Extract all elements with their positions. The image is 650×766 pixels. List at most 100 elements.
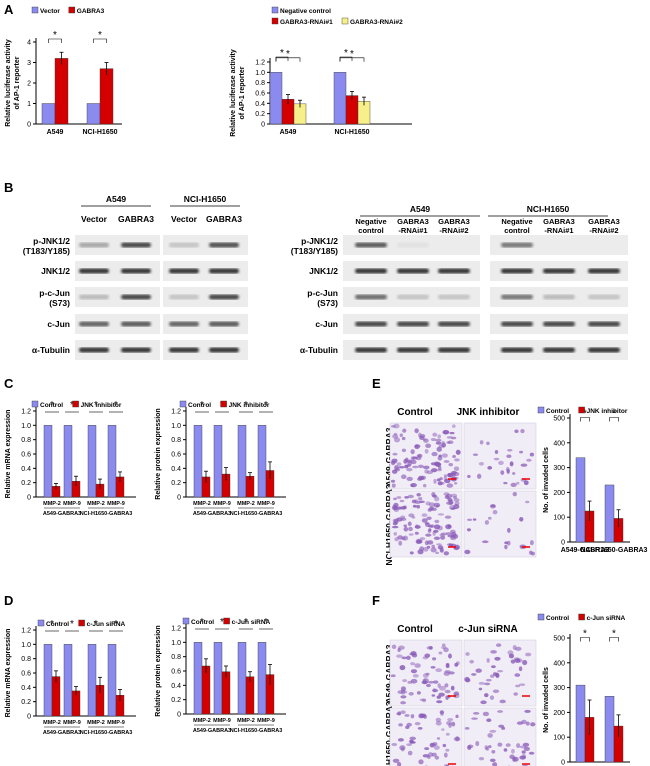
band [169,321,199,327]
y-tick-label: 0.2 [21,480,31,487]
cell [414,444,419,449]
protein-label: c-Jun [315,319,338,329]
cell [417,464,424,469]
y-tick-label: 1.0 [21,423,31,430]
cell [472,711,480,715]
y-axis-title: Relative mRNA expression [5,410,12,499]
cell [489,758,496,763]
cell-line-header: A549 [410,204,431,214]
bar-negative-control [333,72,347,125]
cell [424,469,429,474]
cell [484,682,491,686]
legend-label: GABRA3-RNAi#2 [350,19,403,26]
band [355,242,387,248]
sig-bracket [48,38,62,43]
cell [485,747,490,751]
cell [396,462,402,466]
cell [418,475,425,481]
panel-label-d: D [4,593,13,608]
y-tick-label: 4 [27,40,31,47]
cell [433,524,441,530]
bar-control [63,425,73,498]
y-tick-label: 0 [561,540,565,547]
bar-control [237,642,247,715]
legend-label: JNK inhibitor [81,402,122,409]
cell [418,759,424,765]
legend-swatch [537,613,545,621]
bar-negative-control [269,72,283,125]
legend-label: c-Jun siRNA [87,621,126,628]
cell [436,446,442,452]
legend-swatch [578,613,585,621]
x-tick-label: MMP-2 [237,501,255,507]
significance-star: * [344,48,348,59]
group-label: NCI-H1650-GABRA3 [80,511,133,517]
cell [453,498,460,502]
cell [487,733,493,738]
cell [400,695,407,699]
cell [509,461,514,467]
band [121,268,151,274]
cell [436,695,441,699]
y-tick-label: 200 [553,710,565,717]
cell [399,745,406,751]
cell [519,517,524,522]
significance-star: * [244,400,248,411]
cell [528,751,535,755]
cell [431,544,436,549]
cell [435,438,442,442]
cell [493,457,500,461]
cell [484,520,490,525]
significance-star: * [94,619,98,630]
blot-left: A549 NCI-H1650 Vector GABRA3 Vector GABRA3 p-J… [23,194,248,360]
bar-control [604,484,615,543]
y-tick-label: 0 [177,495,181,502]
band [121,294,151,300]
cell [507,448,513,452]
protein-label: (S73) [317,298,338,308]
f-micrograph [463,707,537,766]
cell [437,455,443,461]
cell [514,658,521,663]
y-tick-label: 0.8 [171,437,181,444]
cell [415,456,422,461]
cell [505,466,510,472]
cell [478,687,483,691]
band [543,347,575,353]
lane-label-line: GABRA3 [588,217,620,226]
cell [425,672,430,676]
cell [510,482,517,488]
e-micrograph [463,490,537,558]
cell [414,531,419,535]
bar-control [237,425,247,498]
cell [446,435,453,439]
cell [472,518,477,521]
y-axis-title: Relative luciferase activity [5,39,12,127]
cell [441,442,447,448]
cell [392,434,399,439]
cell [430,468,438,473]
y-axis-title: of AP-1 reporter [239,66,246,119]
legend-label: Vector [40,8,60,15]
cell [529,452,534,457]
x-tick-label: A549 [280,129,297,136]
cell [508,653,515,659]
cell [466,528,471,532]
cell [465,652,470,656]
band [438,294,470,300]
y-tick-label: 0.6 [255,91,265,98]
cell [393,423,400,429]
cell [455,736,460,742]
cell [530,722,536,727]
cell [443,647,449,653]
cell [439,685,446,691]
cell [400,710,406,715]
group-label: A549-GABRA3 [43,730,81,736]
cell [486,658,490,663]
significance-star: * [583,629,587,640]
y-axis-title: Relative mRNA expression [5,629,12,718]
cell [435,551,440,555]
cell [486,718,492,723]
cell [400,515,406,519]
cell [520,429,525,434]
